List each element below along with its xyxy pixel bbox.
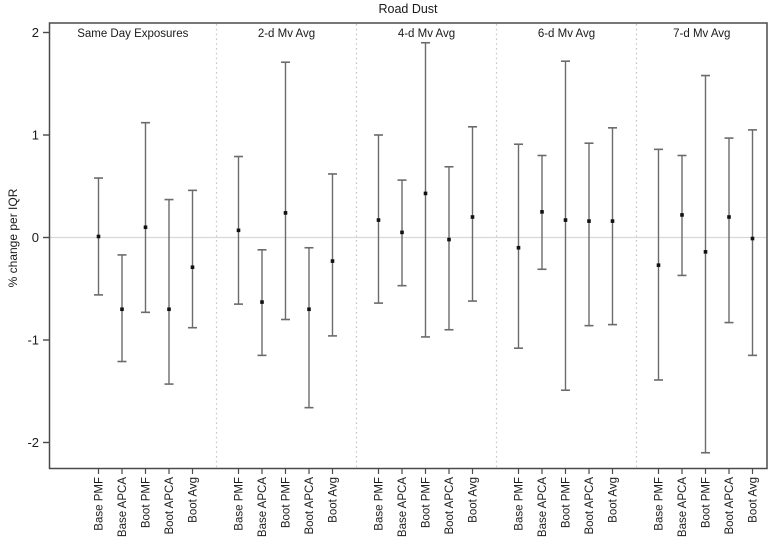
x-category-label: Boot PMF <box>281 477 293 528</box>
group-label: 7-d Mv Avg <box>673 28 730 40</box>
group-label: 4-d Mv Avg <box>398 28 455 40</box>
point-estimate <box>260 300 264 304</box>
x-category-label: Boot APCA <box>584 477 596 535</box>
group-label: 2-d Mv Avg <box>258 28 315 40</box>
x-category-label: Boot Avg <box>468 477 480 523</box>
point-estimate <box>376 218 381 222</box>
x-category-label: Boot APCA <box>304 477 316 535</box>
point-estimate <box>190 265 195 270</box>
y-tick-label: 2 <box>32 25 39 40</box>
group-label: Same Day Exposures <box>77 28 188 40</box>
point-estimate <box>656 263 661 267</box>
point-estimate <box>447 237 451 242</box>
x-category-label: Base APCA <box>537 477 549 537</box>
plot-frame <box>48 22 768 470</box>
x-category-label: Base APCA <box>117 477 129 537</box>
point-estimate <box>400 230 404 235</box>
point-estimate <box>516 245 521 250</box>
y-tick-label: -2 <box>27 435 39 450</box>
point-estimate <box>96 234 101 239</box>
x-category-label: Boot Avg <box>188 477 200 523</box>
x-category-label: Boot PMF <box>561 477 573 528</box>
x-category-label: Base PMF <box>94 477 106 531</box>
group-label: 6-d Mv Avg <box>538 28 595 40</box>
x-category-label: Boot APCA <box>724 477 736 535</box>
x-category-label: Boot APCA <box>164 477 176 535</box>
x-category-label: Boot Avg <box>328 477 340 523</box>
point-estimate <box>470 215 475 219</box>
point-estimate <box>587 219 591 223</box>
point-estimate <box>307 307 311 312</box>
point-estimate <box>167 307 171 312</box>
point-estimate <box>423 191 428 196</box>
x-category-label: Base PMF <box>234 477 246 531</box>
point-estimate <box>143 225 148 230</box>
y-tick-label: -1 <box>27 333 39 348</box>
x-category-label: Base PMF <box>654 477 666 531</box>
x-category-label: Boot PMF <box>421 477 433 528</box>
point-estimate <box>680 213 684 217</box>
x-category-label: Boot Avg <box>748 477 760 523</box>
point-estimate <box>236 228 241 233</box>
point-estimate <box>703 250 708 254</box>
x-category-label: Boot PMF <box>141 477 153 528</box>
y-tick-label: 1 <box>32 128 39 143</box>
x-category-label: Base APCA <box>397 477 409 537</box>
point-estimate <box>727 215 731 219</box>
point-estimate <box>330 259 335 263</box>
x-category-label: Boot Avg <box>608 477 620 523</box>
point-estimate <box>750 236 755 241</box>
point-estimate <box>120 307 124 312</box>
point-estimate <box>563 218 568 222</box>
x-category-label: Base PMF <box>374 477 386 531</box>
chart-title: Road Dust <box>378 2 438 16</box>
y-tick-label: 0 <box>32 230 39 245</box>
x-category-label: Base PMF <box>514 477 526 531</box>
point-estimate <box>283 211 288 215</box>
point-estimate <box>540 210 544 214</box>
x-category-label: Boot APCA <box>444 477 456 535</box>
x-category-label: Base APCA <box>257 477 269 537</box>
x-category-label: Boot PMF <box>701 477 713 528</box>
x-category-label: Base APCA <box>677 477 689 537</box>
point-estimate <box>610 219 615 223</box>
